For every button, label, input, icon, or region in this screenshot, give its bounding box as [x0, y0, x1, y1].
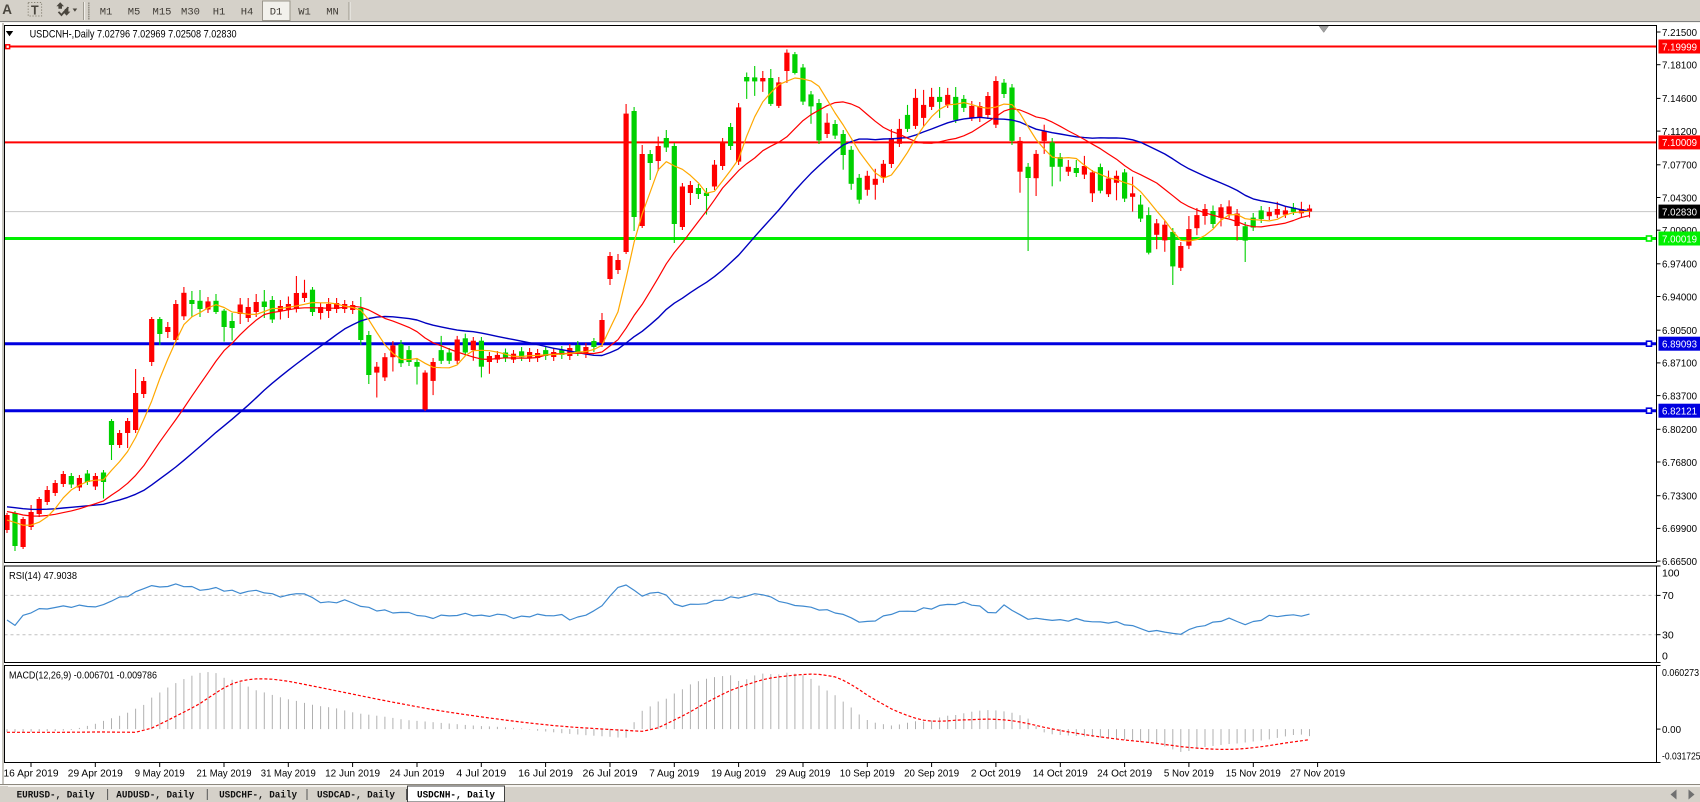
svg-text:USDCHF-, Daily: USDCHF-, Daily	[219, 790, 297, 802]
svg-text:30: 30	[1662, 630, 1674, 642]
svg-text:0.00: 0.00	[1662, 724, 1681, 736]
svg-text:H4: H4	[241, 7, 254, 19]
svg-text:6.76800: 6.76800	[1662, 457, 1697, 469]
svg-text:5 Nov 2019: 5 Nov 2019	[1164, 768, 1214, 780]
svg-text:D1: D1	[270, 7, 283, 19]
svg-text:H1: H1	[213, 7, 226, 19]
svg-text:6.80200: 6.80200	[1662, 424, 1697, 436]
svg-text:USDCAD-, Daily: USDCAD-, Daily	[317, 790, 395, 802]
svg-text:6.97400: 6.97400	[1662, 259, 1697, 271]
svg-text:7.02830: 7.02830	[1662, 206, 1697, 218]
svg-text:W1: W1	[298, 7, 311, 19]
svg-text:6.82121: 6.82121	[1662, 406, 1697, 418]
svg-text:M1: M1	[100, 7, 113, 19]
svg-text:14 Oct 2019: 14 Oct 2019	[1033, 768, 1088, 780]
svg-text:6.83700: 6.83700	[1662, 390, 1697, 402]
svg-text:AUDUSD-, Daily: AUDUSD-, Daily	[116, 790, 194, 802]
svg-text:6.90500: 6.90500	[1662, 325, 1697, 337]
svg-text:6.89093: 6.89093	[1662, 339, 1697, 351]
svg-text:27 Nov 2019: 27 Nov 2019	[1290, 768, 1345, 780]
svg-text:0.060273: 0.060273	[1662, 667, 1699, 679]
svg-text:12 Jun 2019: 12 Jun 2019	[325, 768, 380, 780]
svg-text:6.66500: 6.66500	[1662, 556, 1697, 568]
svg-text:24 Oct 2019: 24 Oct 2019	[1097, 768, 1152, 780]
svg-text:24 Jun 2019: 24 Jun 2019	[390, 768, 445, 780]
svg-text:31 May 2019: 31 May 2019	[261, 768, 316, 780]
svg-text:7.07700: 7.07700	[1662, 160, 1697, 172]
svg-text:M15: M15	[153, 7, 172, 19]
svg-text:29 Aug 2019: 29 Aug 2019	[776, 768, 831, 780]
svg-text:7.10009: 7.10009	[1662, 137, 1697, 149]
svg-text:15 Nov 2019: 15 Nov 2019	[1226, 768, 1281, 780]
svg-text:MN: MN	[326, 7, 339, 19]
svg-text:T: T	[31, 3, 39, 17]
svg-text:USDCNH-,Daily 7.02796 7.02969: USDCNH-,Daily 7.02796 7.02969 7.02508 7.…	[30, 29, 237, 41]
svg-text:-0.031725: -0.031725	[1662, 750, 1700, 762]
svg-text:6.69900: 6.69900	[1662, 523, 1697, 535]
svg-text:7.21500: 7.21500	[1662, 27, 1697, 39]
svg-text:7.14600: 7.14600	[1662, 93, 1697, 105]
svg-text:10 Sep 2019: 10 Sep 2019	[840, 768, 895, 780]
svg-text:6.87100: 6.87100	[1662, 358, 1697, 370]
svg-text:7.04300: 7.04300	[1662, 192, 1697, 204]
svg-text:70: 70	[1662, 590, 1674, 602]
svg-text:7.00019: 7.00019	[1662, 233, 1697, 245]
svg-text:7.19999: 7.19999	[1662, 41, 1697, 53]
svg-text:2 Oct 2019: 2 Oct 2019	[971, 768, 1021, 780]
svg-text:4 Jul 2019: 4 Jul 2019	[456, 768, 506, 780]
svg-text:M30: M30	[181, 7, 200, 19]
svg-text:16 Apr 2019: 16 Apr 2019	[4, 768, 59, 780]
svg-text:29 Apr 2019: 29 Apr 2019	[68, 768, 123, 780]
svg-text:M5: M5	[128, 7, 141, 19]
svg-text:RSI(14) 47.9038: RSI(14) 47.9038	[9, 570, 77, 582]
svg-text:26 Jul 2019: 26 Jul 2019	[583, 768, 638, 780]
svg-text:6.73300: 6.73300	[1662, 491, 1697, 503]
svg-text:0: 0	[1662, 650, 1668, 662]
svg-text:16 Jul 2019: 16 Jul 2019	[518, 768, 573, 780]
svg-text:9 May 2019: 9 May 2019	[135, 768, 185, 780]
svg-text:A: A	[2, 2, 12, 17]
svg-text:EURUSD-, Daily: EURUSD-, Daily	[17, 790, 95, 802]
svg-text:7.11200: 7.11200	[1662, 126, 1697, 138]
svg-text:6.94000: 6.94000	[1662, 291, 1697, 303]
svg-text:20 Sep 2019: 20 Sep 2019	[904, 768, 959, 780]
svg-text:21 May 2019: 21 May 2019	[197, 768, 252, 780]
svg-text:MACD(12,26,9) -0.006701 -0.009: MACD(12,26,9) -0.006701 -0.009786	[9, 670, 157, 682]
svg-text:19 Aug 2019: 19 Aug 2019	[711, 768, 766, 780]
svg-text:7 Aug 2019: 7 Aug 2019	[649, 768, 699, 780]
svg-text:USDCNH-, Daily: USDCNH-, Daily	[417, 790, 495, 802]
svg-text:100: 100	[1662, 567, 1680, 579]
svg-text:7.18100: 7.18100	[1662, 60, 1697, 72]
